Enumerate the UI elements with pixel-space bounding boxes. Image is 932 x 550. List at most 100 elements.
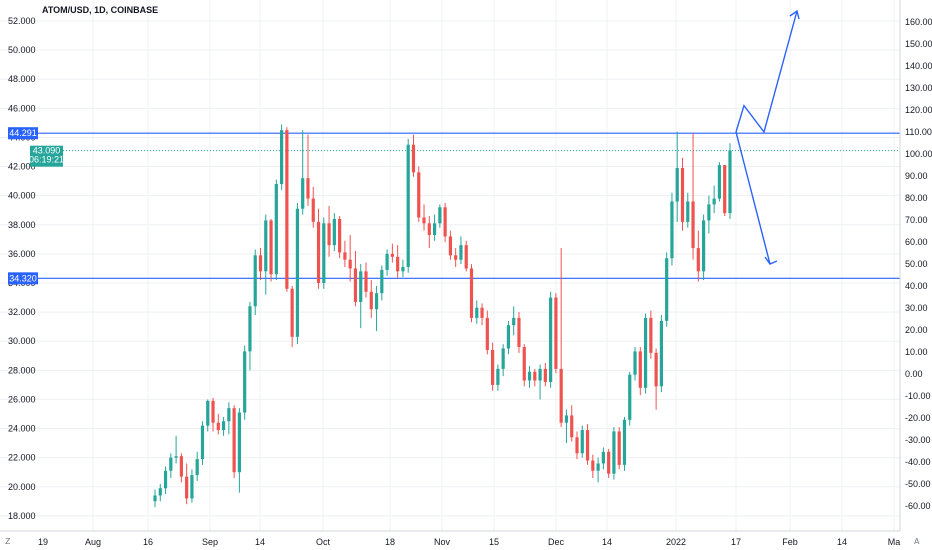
left-axis-tick-label: 22.000 xyxy=(8,453,36,463)
right-axis-tick-label: -50.00 xyxy=(905,479,931,489)
candle xyxy=(728,143,732,219)
candle xyxy=(517,312,521,353)
candle-body xyxy=(411,144,416,173)
candle xyxy=(485,310,489,355)
candle xyxy=(322,217,326,289)
candle-body xyxy=(195,459,199,476)
candle-body xyxy=(427,223,431,235)
candle-body xyxy=(633,351,637,375)
candle-body xyxy=(174,456,178,458)
resistance-price-label: 44.291 xyxy=(8,127,38,140)
candle xyxy=(675,131,679,222)
candle xyxy=(522,344,526,387)
right-axis-tick-label: 50.00 xyxy=(905,259,928,269)
resistance-price-text: 44.291 xyxy=(9,128,37,138)
candle xyxy=(585,424,590,465)
candle-body xyxy=(475,307,479,318)
candle-body xyxy=(554,297,558,369)
time-axis-tick-label: Aug xyxy=(85,537,101,547)
candle xyxy=(559,248,563,428)
candle xyxy=(491,342,495,391)
candle xyxy=(432,214,437,241)
candle-body xyxy=(227,408,231,422)
candle xyxy=(211,397,215,432)
last-price-label: 43.090 06:19:21 xyxy=(29,145,64,167)
time-axis-tick-label: 14 xyxy=(602,537,612,547)
candle xyxy=(443,202,447,243)
candle xyxy=(554,293,558,374)
candle xyxy=(290,285,294,348)
candle xyxy=(617,427,621,470)
bullish-arrow-head xyxy=(789,9,800,20)
left-axis-tick-label: 20.000 xyxy=(8,482,36,492)
right-axis-tick-label: 150.00 xyxy=(905,39,932,49)
candle-body xyxy=(464,245,468,269)
candle xyxy=(174,435,178,464)
candle-body xyxy=(469,268,474,318)
candle-body xyxy=(274,184,278,275)
candle-body xyxy=(216,422,220,430)
right-axis-tick-label: -40.00 xyxy=(905,457,931,467)
candle-body xyxy=(290,288,294,337)
candle-body xyxy=(665,258,669,321)
candle-body xyxy=(163,470,168,489)
candle xyxy=(396,245,400,279)
candle xyxy=(665,252,669,327)
right-axis-tick-label: -60.00 xyxy=(905,501,931,511)
left-axis-tick-label: 46.000 xyxy=(8,103,36,113)
candle-body xyxy=(696,248,700,272)
right-axis-tick-label: 140.00 xyxy=(905,61,932,71)
candle-body xyxy=(570,415,574,438)
timezone-toggle-icon[interactable]: Z xyxy=(5,537,11,546)
candle-body xyxy=(601,451,605,464)
candle xyxy=(707,195,711,234)
candle-body xyxy=(643,317,648,388)
candle xyxy=(417,166,421,222)
candle xyxy=(338,216,342,259)
right-axis-tick-label: 90.00 xyxy=(905,171,928,181)
right-axis-tick-label: 160.00 xyxy=(905,17,932,27)
candle-body xyxy=(269,220,273,275)
candle-body xyxy=(359,271,363,302)
candle xyxy=(596,457,600,483)
candle-body xyxy=(717,165,722,199)
candle xyxy=(406,138,410,273)
candle-body xyxy=(675,168,679,202)
right-percent-axis[interactable]: 160.00 150.00 140.00 130.00 120.00 110.00 100.… xyxy=(905,17,932,511)
candle-body xyxy=(179,456,183,477)
candle xyxy=(680,157,685,231)
candle-body xyxy=(580,429,584,454)
candle-body xyxy=(591,460,595,471)
candle-body xyxy=(628,374,632,420)
candle-body xyxy=(638,351,642,388)
candle xyxy=(475,300,479,324)
time-axis[interactable]: 19 Aug 16 Sep 14 Oct 18 Nov 15 Dec 14 2022 17 Feb 14 Ma xyxy=(38,537,900,547)
candle-body xyxy=(221,421,226,430)
candle xyxy=(601,447,605,470)
left-axis-tick-label: 24.000 xyxy=(8,424,36,434)
candle-body xyxy=(316,221,321,283)
candle-body xyxy=(496,368,500,385)
candle xyxy=(343,240,347,267)
left-axis-tick-label: 52.000 xyxy=(8,16,36,26)
candle-body xyxy=(723,165,727,214)
candle-body xyxy=(327,223,331,246)
candle xyxy=(216,413,220,435)
auto-scale-icon[interactable]: A xyxy=(914,537,920,546)
candle xyxy=(670,192,674,266)
bar-countdown-text: 06:19:21 xyxy=(29,155,64,165)
candle xyxy=(200,421,205,465)
candle-body xyxy=(295,208,300,337)
left-axis-tick-label: 28.000 xyxy=(8,365,36,375)
left-price-axis[interactable]: 52.00050.00048.00046.00044.00042.00040.0… xyxy=(8,16,36,521)
time-axis-tick-label: Sep xyxy=(202,537,218,547)
candle xyxy=(591,454,595,479)
candle xyxy=(622,416,627,471)
candle-body xyxy=(512,317,516,326)
candle-body xyxy=(654,352,658,387)
candle-body xyxy=(353,268,358,302)
candle xyxy=(654,348,658,410)
candle xyxy=(269,218,273,282)
candle-body xyxy=(670,201,674,259)
